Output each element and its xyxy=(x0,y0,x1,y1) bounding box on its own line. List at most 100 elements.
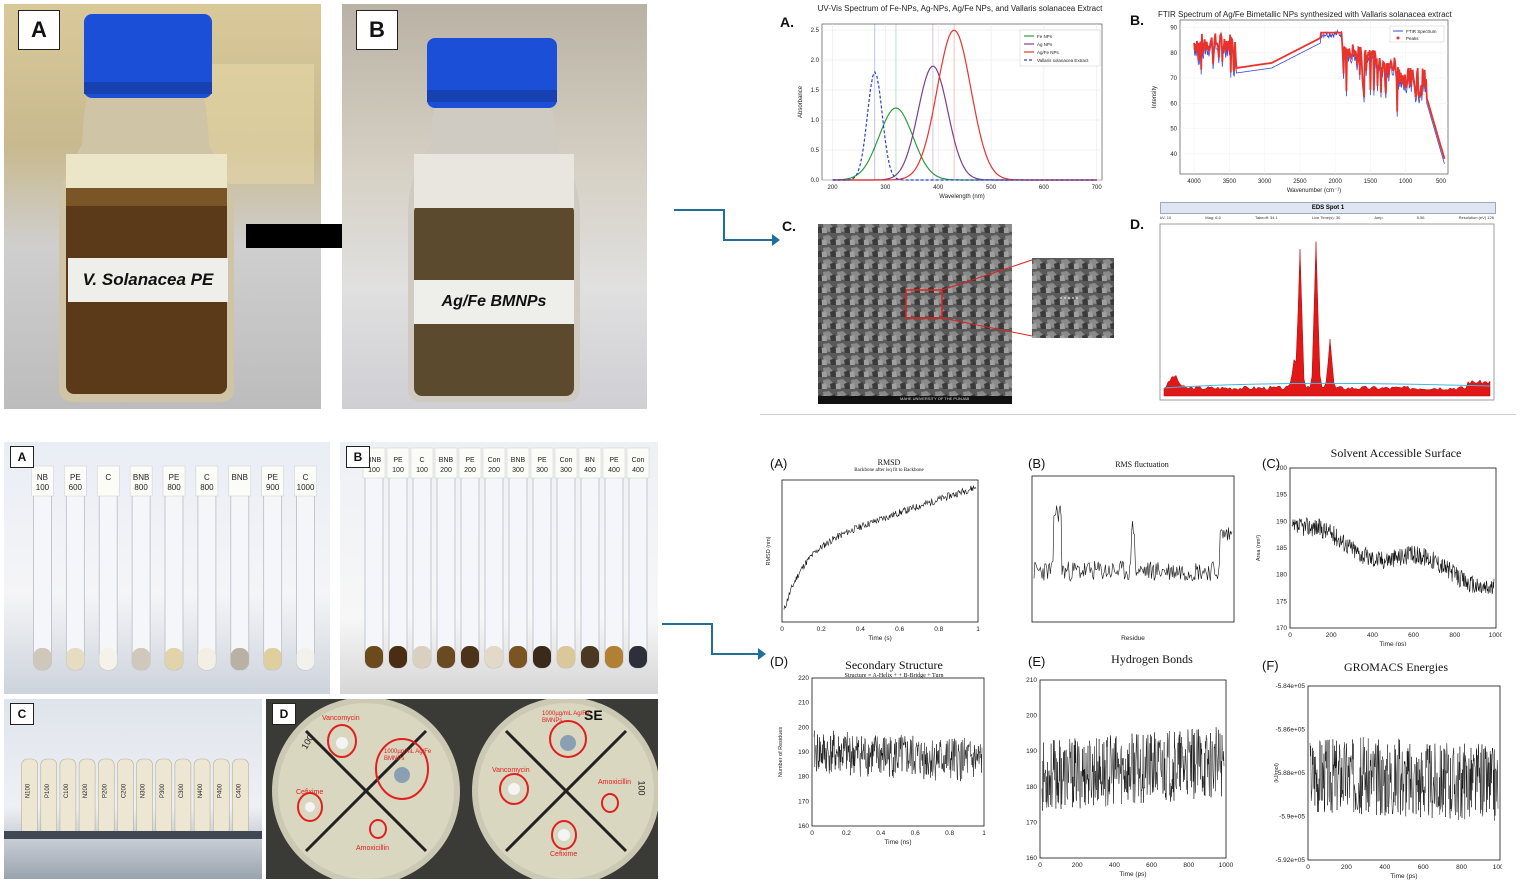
y-axis-label: Area (nm²) xyxy=(1256,535,1262,561)
plate1-label-0: Vancomycin xyxy=(322,715,360,722)
panel-letter: B xyxy=(356,10,398,50)
tube-label: P100 xyxy=(45,783,51,798)
y-tick-label: -5.9e+05 xyxy=(1279,814,1305,821)
test-tube xyxy=(197,471,217,671)
plate2-code: SE xyxy=(584,707,603,723)
tube-label: BN xyxy=(585,457,595,464)
test-tube xyxy=(131,471,151,671)
y-tick-label: -5.86e+05 xyxy=(1276,727,1306,734)
y-tick-label: -5.88e+05 xyxy=(1276,770,1306,777)
y-tick-label: 190 xyxy=(1276,518,1287,525)
uvvis-chart: A. UV-Vis Spectrum of Fe-NPs, Ag-NPs, Ag… xyxy=(780,2,1122,202)
tube-tape xyxy=(64,465,87,497)
section-divider xyxy=(760,414,1516,415)
sem-micrograph xyxy=(818,224,1012,404)
y-tick-label: 90 xyxy=(1170,26,1177,32)
md-hb-panel: (E) Hydrogen Bonds 0 200 400 600 800 1000 160 1… xyxy=(1022,650,1248,882)
y-tick-label: 70 xyxy=(1170,76,1177,82)
x-tick-label: 0.6 xyxy=(895,626,904,633)
tube-label: BNB xyxy=(133,473,149,482)
tube-label: 300 xyxy=(512,467,524,474)
md-rmsf-panel: (B) RMS fluctuation Residue(nm) xyxy=(1022,450,1248,646)
tube-label: 100 xyxy=(392,467,404,474)
tube-tape xyxy=(96,465,120,497)
y-tick-label: 0.5 xyxy=(811,148,820,154)
y-tick-label: 190 xyxy=(798,749,809,756)
test-tube xyxy=(364,453,384,669)
tube-label: C300 xyxy=(179,783,185,798)
panel-letter: B xyxy=(346,446,370,468)
y-axis-label: (kJ/mol) xyxy=(1274,763,1280,783)
chart-title: Secondary Structure xyxy=(845,658,943,672)
x-tick-label: 0.6 xyxy=(911,830,920,837)
tube-label: N300 xyxy=(141,783,147,798)
tube-label: PE xyxy=(267,473,278,482)
plate2-label-3: Cefixime xyxy=(550,851,578,858)
bottle-b-photo: B Ag/Fe BMNPs xyxy=(342,4,647,409)
x-tick-label: 0 xyxy=(1038,862,1042,869)
y-tick-label: 50 xyxy=(1170,127,1177,133)
y-tick-label: 200 xyxy=(798,724,809,731)
tube-label: C xyxy=(303,473,309,482)
test-tube xyxy=(580,453,600,669)
chart-letter: (D) xyxy=(770,654,789,669)
tube-label: 300 xyxy=(536,467,548,474)
x-tick-label: 0.8 xyxy=(945,830,954,837)
x-tick-label: 0.4 xyxy=(876,830,885,837)
test-tube xyxy=(296,471,315,671)
eds-header-4: Amp xyxy=(1374,215,1383,220)
ftir-peaks-line xyxy=(1193,31,1446,160)
y-tick-label: 180 xyxy=(798,774,809,781)
test-tube xyxy=(33,471,52,671)
plot-frame xyxy=(1289,467,1497,629)
panel-letter: A xyxy=(18,10,60,50)
tube-label: 200 xyxy=(440,467,452,474)
test-tube xyxy=(436,453,456,669)
plate1-label-3: Amoxicillin xyxy=(356,845,390,852)
tube-label: 800 xyxy=(167,483,181,492)
tube-liquid xyxy=(132,648,151,670)
tube-liquid xyxy=(165,648,183,670)
eds-header: kV: 10 Mag: 6.0 Takeoff: 34.1 Live Time(… xyxy=(1160,214,1494,222)
tube-label: 800 xyxy=(200,483,214,492)
legend-swatch xyxy=(1396,36,1400,40)
x-tick-label: 400 xyxy=(1379,864,1390,871)
tube-label: BNB xyxy=(511,457,526,464)
tube-label: BNB xyxy=(232,473,248,482)
chart-letter: (E) xyxy=(1028,654,1046,669)
tube-label: 400 xyxy=(584,467,596,474)
legend-box xyxy=(1389,25,1445,43)
y-tick-label: 200 xyxy=(1276,465,1287,472)
y-tick-label: 200 xyxy=(1026,713,1037,720)
panel-letter: D xyxy=(272,703,296,725)
tubes-c-illustration: N100 P100 C100 N200 P200 C200 N300 P300 C300 N400… xyxy=(4,758,262,839)
y-tick-label: 170 xyxy=(1276,625,1287,632)
sem-footer: MAHE UNIVERSITY OF THE PUNJAB xyxy=(900,396,970,401)
x-tick-label: 0.4 xyxy=(856,626,865,633)
chart-title: UV-Vis Spectrum of Fe-NPs, Ag-NPs, Ag/Fe… xyxy=(817,4,1103,13)
tube-label: PE xyxy=(70,473,81,482)
tube-label: BNB xyxy=(367,457,382,464)
test-tube xyxy=(98,471,118,671)
tube-label: P300 xyxy=(160,783,166,798)
tube-tape xyxy=(261,465,284,497)
tube-tape xyxy=(482,447,506,479)
legend-label: Ag NPs xyxy=(1037,42,1053,47)
x-tick-label: 400 xyxy=(1109,862,1120,869)
bottle-b-illustration xyxy=(408,38,580,402)
tube-label: PE xyxy=(393,457,403,464)
tube-liquid xyxy=(296,648,315,670)
tube-liquid xyxy=(263,648,282,670)
md-series-line xyxy=(783,485,977,610)
y-tick-label: 220 xyxy=(798,675,809,682)
test-tube xyxy=(460,453,480,669)
y-tick-label: 210 xyxy=(1026,677,1037,684)
tube-tape xyxy=(129,465,153,497)
bottle-a-photo: A V. Solanacea PE xyxy=(4,4,321,409)
tube-liquid xyxy=(485,646,503,668)
y-tick-label: 195 xyxy=(1276,492,1287,499)
y-tick-label: 160 xyxy=(798,823,809,830)
legend-label: Ag/Fe NPs xyxy=(1037,50,1060,55)
tube-liquid xyxy=(581,646,599,668)
chart-letter: (B) xyxy=(1028,456,1046,471)
